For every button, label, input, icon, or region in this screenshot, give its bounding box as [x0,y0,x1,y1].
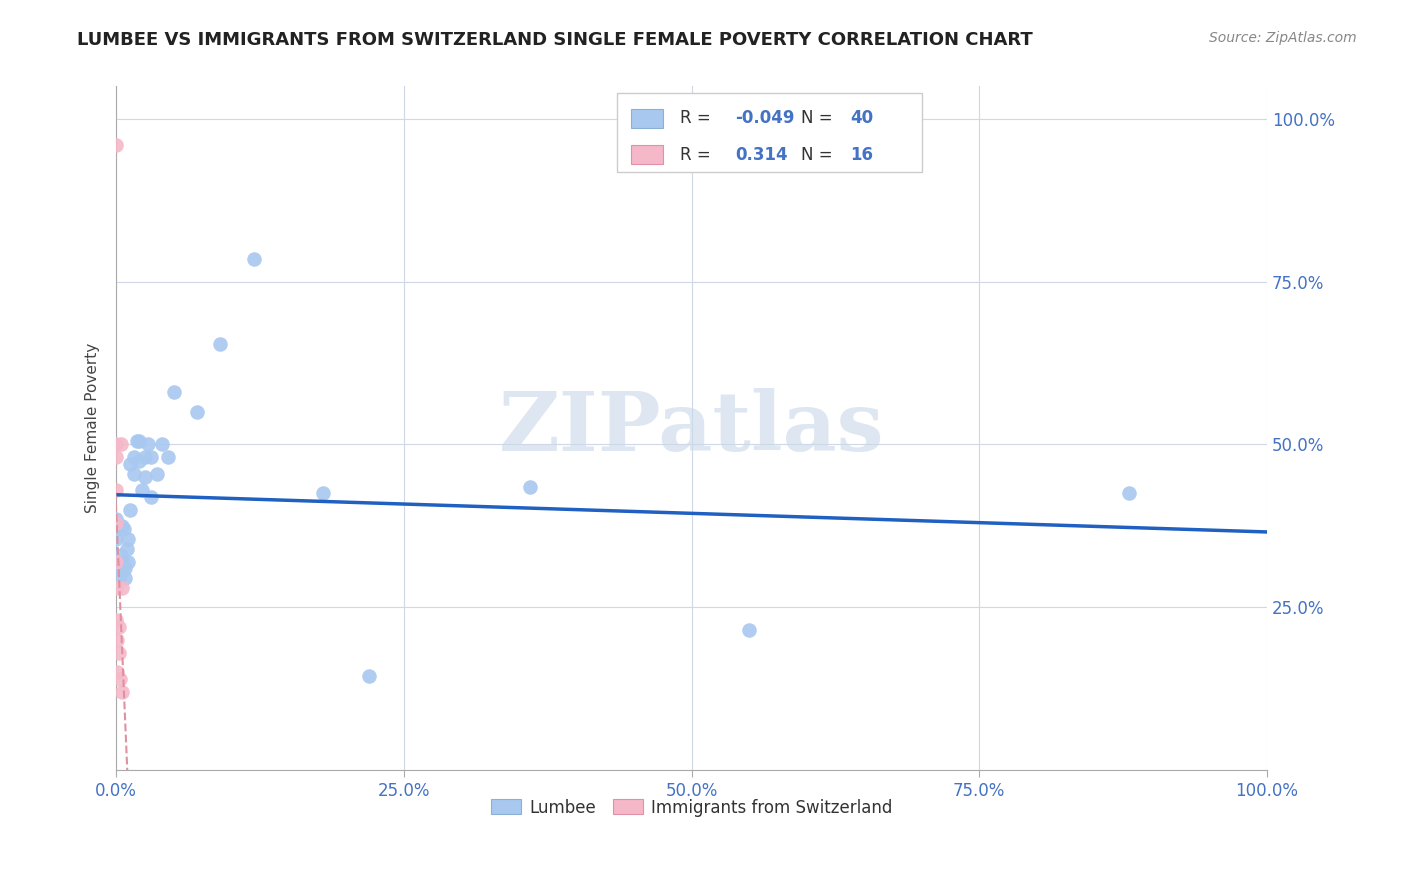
Point [128,454,150,468]
Point [111,685,134,699]
Point [312,486,335,500]
Text: Source: ZipAtlas.com: Source: ZipAtlas.com [1209,31,1357,45]
Text: LUMBEE VS IMMIGRANTS FROM SWITZERLAND SINGLE FEMALE POVERTY CORRELATION CHART: LUMBEE VS IMMIGRANTS FROM SWITZERLAND SI… [77,31,1033,49]
Point [105,483,128,497]
Point [114,561,136,575]
Point [359,668,381,682]
Point [139,450,162,465]
Text: 40: 40 [851,110,873,128]
Point [122,467,145,481]
Point [110,548,132,562]
Point [111,565,134,579]
Point [105,532,128,546]
Text: R =: R = [681,110,716,128]
Bar [631,109,662,128]
FancyBboxPatch shape [617,93,922,172]
Point [107,665,129,680]
Point [105,512,128,526]
Point [105,138,128,153]
Text: 0.314: 0.314 [735,145,787,163]
Point [120,457,142,471]
Point [105,522,128,536]
Point [157,450,180,465]
Point [107,646,129,660]
Text: N =: N = [801,145,838,163]
Point [112,555,135,569]
Point [163,385,186,400]
Point [112,522,135,536]
Point [105,555,128,569]
Point [138,437,160,451]
Point [131,483,153,497]
Text: R =: R = [681,145,716,163]
Point [134,470,156,484]
Legend: Lumbee, Immigrants from Switzerland: Lumbee, Immigrants from Switzerland [484,792,898,823]
Point [139,490,162,504]
Point [111,581,134,595]
Point [128,434,150,449]
Text: -0.049: -0.049 [735,110,794,128]
Point [115,541,138,556]
Point [1118,486,1140,500]
Text: N =: N = [801,110,838,128]
Point [105,613,128,627]
Point [105,450,128,465]
Y-axis label: Single Female Poverty: Single Female Poverty [86,343,100,513]
Point [107,632,129,647]
Point [105,581,128,595]
Point [134,450,156,465]
Point [122,450,145,465]
Point [208,336,231,351]
Point [110,437,132,451]
Point [114,571,136,585]
Point [105,516,128,530]
Point [107,620,129,634]
Point [738,623,761,637]
Text: ZIPatlas: ZIPatlas [499,388,884,468]
Point [117,555,139,569]
Point [111,519,134,533]
Point [107,571,129,585]
Point [120,502,142,516]
Point [108,558,131,572]
Text: 16: 16 [851,145,873,163]
Point [117,532,139,546]
Point [125,434,148,449]
Point [519,480,541,494]
Bar [631,145,662,164]
Point [145,467,167,481]
Point [108,672,131,686]
Point [186,405,208,419]
Point [105,437,128,451]
Point [150,437,173,451]
Point [243,252,266,266]
